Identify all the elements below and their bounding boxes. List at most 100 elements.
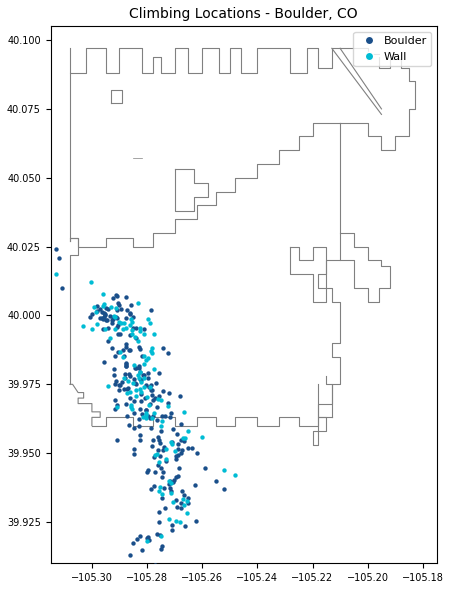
- Point: [201, 463, 208, 473]
- Point: [110, 365, 117, 374]
- Point: [147, 423, 155, 432]
- Point: [129, 323, 137, 333]
- Point: [125, 369, 132, 378]
- Point: [144, 314, 151, 323]
- Point: [125, 421, 133, 430]
- Point: [184, 499, 191, 508]
- Point: [120, 373, 128, 382]
- Point: [153, 415, 161, 425]
- Point: [168, 520, 175, 530]
- Point: [142, 355, 149, 365]
- Point: [144, 373, 152, 383]
- Point: [142, 405, 149, 415]
- Point: [100, 312, 107, 322]
- Point: [122, 292, 129, 301]
- Point: [184, 493, 192, 503]
- Point: [166, 412, 173, 422]
- Point: [167, 486, 174, 496]
- Point: [168, 526, 175, 535]
- Point: [114, 323, 121, 332]
- Point: [123, 313, 130, 323]
- Point: [115, 381, 123, 390]
- Point: [115, 301, 123, 310]
- Point: [143, 467, 150, 477]
- Point: [167, 408, 175, 418]
- Point: [123, 412, 130, 421]
- Point: [132, 379, 139, 389]
- Point: [140, 351, 147, 360]
- Point: [137, 375, 144, 385]
- Point: [136, 531, 143, 540]
- Point: [167, 478, 174, 488]
- Point: [110, 371, 117, 380]
- Point: [113, 402, 120, 412]
- Point: [119, 353, 126, 362]
- Point: [133, 363, 140, 373]
- Point: [142, 406, 149, 415]
- Point: [126, 330, 133, 340]
- Point: [111, 379, 118, 389]
- Point: [151, 560, 158, 570]
- Point: [175, 463, 183, 473]
- Point: [58, 283, 65, 293]
- Point: [164, 398, 171, 408]
- Point: [170, 475, 177, 484]
- Point: [174, 450, 181, 460]
- Point: [130, 409, 138, 418]
- Point: [169, 497, 176, 507]
- Point: [115, 317, 122, 327]
- Point: [147, 386, 154, 395]
- Point: [165, 479, 172, 489]
- Point: [135, 342, 143, 352]
- Point: [111, 395, 119, 405]
- Point: [99, 301, 106, 311]
- Point: [155, 486, 162, 496]
- Point: [139, 371, 146, 380]
- Point: [177, 419, 184, 428]
- Point: [220, 484, 227, 494]
- Point: [102, 303, 109, 312]
- Point: [128, 329, 135, 339]
- Point: [174, 471, 181, 481]
- Point: [153, 529, 160, 539]
- Point: [113, 312, 120, 322]
- Point: [127, 300, 134, 310]
- Point: [109, 313, 116, 322]
- Point: [155, 507, 162, 517]
- Point: [122, 339, 129, 349]
- Point: [156, 545, 164, 554]
- Point: [121, 373, 128, 382]
- Point: [117, 318, 124, 327]
- Point: [166, 476, 173, 486]
- Point: [122, 342, 129, 352]
- Point: [173, 502, 180, 512]
- Point: [140, 382, 147, 392]
- Point: [157, 421, 165, 431]
- Point: [155, 368, 162, 378]
- Point: [183, 508, 190, 517]
- Point: [126, 309, 133, 319]
- Point: [105, 337, 112, 346]
- Point: [112, 290, 120, 300]
- Point: [126, 345, 133, 355]
- Point: [126, 309, 133, 318]
- Point: [112, 303, 120, 313]
- Point: [167, 489, 175, 498]
- Point: [155, 445, 162, 455]
- Point: [111, 324, 118, 334]
- Point: [93, 307, 100, 316]
- Point: [142, 411, 149, 420]
- Point: [104, 324, 111, 333]
- Point: [156, 391, 163, 401]
- Point: [96, 313, 103, 322]
- Point: [104, 304, 111, 314]
- Point: [126, 393, 133, 402]
- Point: [123, 306, 130, 315]
- Point: [101, 324, 108, 334]
- Point: [110, 312, 117, 321]
- Point: [139, 412, 146, 422]
- Point: [104, 381, 111, 391]
- Point: [138, 377, 145, 386]
- Point: [177, 503, 184, 513]
- Point: [114, 401, 121, 410]
